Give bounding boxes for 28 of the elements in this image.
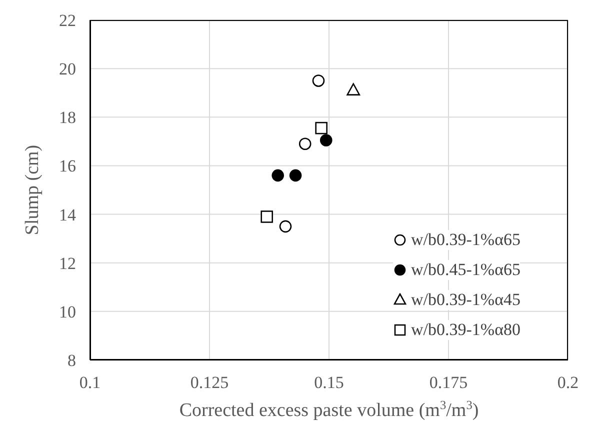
y-tick-label: 12 xyxy=(59,254,76,273)
point xyxy=(320,134,332,146)
point xyxy=(312,74,325,87)
y-axis-title: Slump (cm) xyxy=(22,144,43,236)
point xyxy=(279,220,292,233)
x-tick-label: 0.15 xyxy=(314,373,344,392)
x-tick-label: 0.2 xyxy=(557,373,579,392)
x-tick-label: 0.175 xyxy=(429,373,468,392)
legend-label: w/b0.45-1%α65 xyxy=(411,260,520,280)
legend-label: w/b0.39-1%α45 xyxy=(411,290,520,310)
legend-label: w/b0.39-1%α65 xyxy=(411,230,520,250)
y-tick-label: 18 xyxy=(59,108,76,128)
y-tick-label: 16 xyxy=(59,156,76,176)
y-tick-label: 14 xyxy=(59,205,76,224)
x-axis-title: Corrected excess paste volume (m$^{3}$/m$^{3}$) xyxy=(179,398,479,421)
point xyxy=(298,138,312,150)
legend-label: w/b0.39-1%α80 xyxy=(411,320,520,340)
x-tick-label: 0.1 xyxy=(79,373,101,392)
point xyxy=(346,83,360,96)
point xyxy=(272,169,284,182)
x-tick-label: 0.125 xyxy=(190,373,229,392)
y-tick-label: 20 xyxy=(59,60,76,79)
point xyxy=(289,169,302,182)
y-tick-label: 22 xyxy=(59,11,76,30)
point xyxy=(260,210,274,223)
y-tick-label: 10 xyxy=(59,302,76,322)
point xyxy=(315,122,328,134)
y-tick-label: 8 xyxy=(68,351,76,370)
